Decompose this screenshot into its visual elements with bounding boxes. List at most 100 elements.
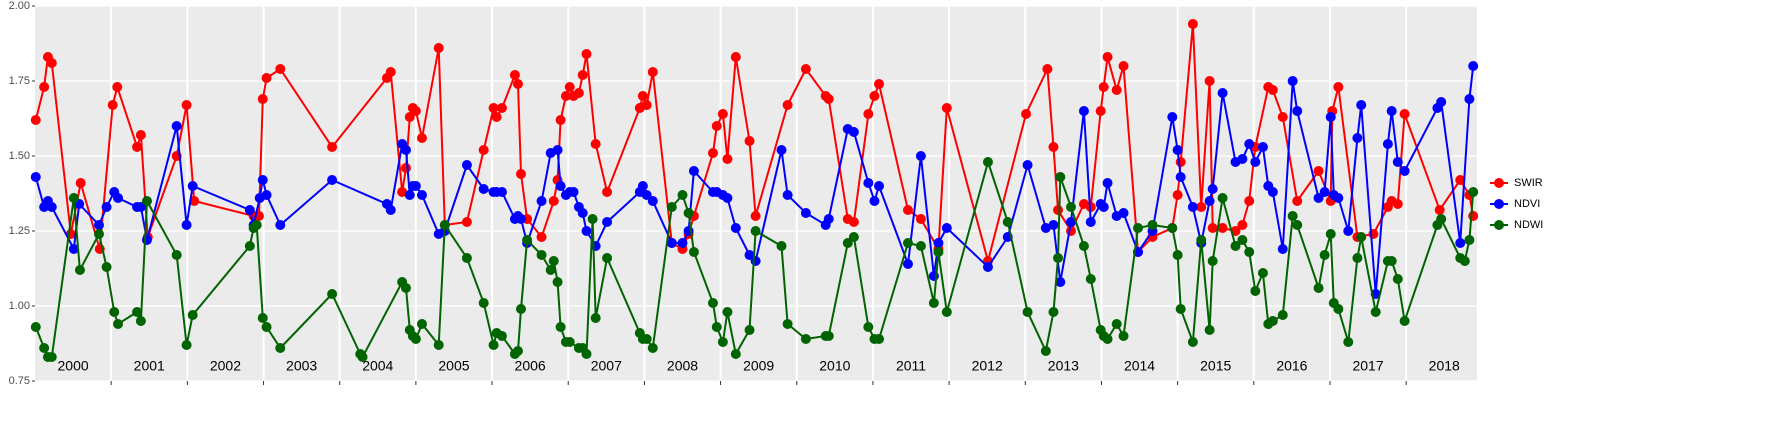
data-point — [1118, 208, 1129, 218]
data-point — [1392, 274, 1403, 284]
data-point — [1386, 106, 1397, 116]
data-point — [181, 220, 192, 230]
data-point — [1085, 217, 1096, 227]
x-tick-label: 2016 — [1276, 358, 1307, 374]
x-tick-label: 2013 — [1048, 358, 1079, 374]
legend-marker — [1494, 220, 1504, 230]
data-point — [941, 103, 952, 113]
data-point — [683, 208, 694, 218]
data-point — [1021, 109, 1032, 119]
data-point — [848, 127, 859, 137]
data-point — [573, 88, 584, 98]
data-point — [275, 343, 286, 353]
data-point — [800, 334, 811, 344]
data-point — [577, 208, 588, 218]
data-point — [928, 298, 939, 308]
data-point — [869, 196, 880, 206]
data-point — [560, 91, 571, 101]
data-point — [135, 130, 146, 140]
data-point — [730, 349, 741, 359]
data-point — [1386, 256, 1397, 266]
y-tick-label: 0.75 — [9, 375, 30, 387]
data-point — [1102, 178, 1113, 188]
x-tick-label: 2006 — [515, 358, 546, 374]
data-point — [1053, 205, 1064, 215]
data-point — [933, 247, 944, 257]
data-point — [522, 235, 533, 245]
data-point — [257, 94, 268, 104]
data-point — [385, 205, 396, 215]
data-point — [564, 337, 575, 347]
data-point — [750, 211, 761, 221]
data-point — [410, 106, 421, 116]
data-point — [439, 220, 450, 230]
y-tick-label: 1.25 — [9, 225, 30, 237]
data-point — [1313, 283, 1324, 293]
data-point — [1352, 253, 1363, 263]
data-point — [187, 310, 198, 320]
data-point — [548, 256, 559, 266]
x-tick-label: 2008 — [667, 358, 698, 374]
data-point — [647, 196, 658, 206]
data-point — [1207, 184, 1218, 194]
data-point — [75, 178, 86, 188]
data-point — [93, 229, 104, 239]
data-point — [902, 259, 913, 269]
data-point — [536, 232, 547, 242]
data-point — [1111, 319, 1122, 329]
data-point — [515, 169, 526, 179]
data-point — [433, 43, 444, 53]
data-point — [461, 253, 472, 263]
x-tick-label: 2005 — [438, 358, 469, 374]
data-point — [1382, 139, 1393, 149]
data-point — [410, 334, 421, 344]
data-point — [385, 67, 396, 77]
data-point — [776, 241, 787, 251]
data-point — [515, 304, 526, 314]
data-point — [496, 103, 507, 113]
x-tick-label: 2009 — [743, 358, 774, 374]
data-point — [478, 145, 489, 155]
data-point — [555, 322, 566, 332]
data-point — [1175, 157, 1186, 167]
data-point — [1098, 202, 1109, 212]
data-point — [915, 151, 926, 161]
data-point — [1237, 154, 1248, 164]
data-point — [1292, 220, 1303, 230]
data-point — [1319, 250, 1330, 260]
data-point — [257, 313, 268, 323]
data-point — [1343, 226, 1354, 236]
data-point — [730, 52, 741, 62]
data-point — [555, 115, 566, 125]
data-point — [548, 196, 559, 206]
data-point — [244, 241, 255, 251]
x-tick-label: 2001 — [134, 358, 165, 374]
y-tick-label: 2.00 — [9, 0, 30, 12]
data-point — [1175, 304, 1186, 314]
data-point — [1230, 241, 1241, 251]
data-point — [647, 67, 658, 77]
data-point — [478, 298, 489, 308]
x-tick-label: 2012 — [972, 358, 1003, 374]
data-point — [1370, 307, 1381, 317]
data-point — [1459, 256, 1470, 266]
data-point — [1313, 193, 1324, 203]
data-point — [1250, 286, 1261, 296]
data-point — [666, 202, 677, 212]
data-point — [181, 340, 192, 350]
data-point — [515, 214, 526, 224]
data-point — [1172, 190, 1183, 200]
data-point — [848, 232, 859, 242]
data-point — [68, 244, 79, 254]
data-point — [171, 250, 182, 260]
data-point — [1048, 307, 1059, 317]
data-point — [46, 202, 57, 212]
data-point — [782, 100, 793, 110]
data-point — [257, 175, 268, 185]
data-point — [863, 178, 874, 188]
data-point — [1277, 112, 1288, 122]
data-point — [357, 352, 368, 362]
data-point — [1343, 337, 1354, 347]
data-point — [1434, 205, 1445, 215]
data-point — [1468, 211, 1479, 221]
